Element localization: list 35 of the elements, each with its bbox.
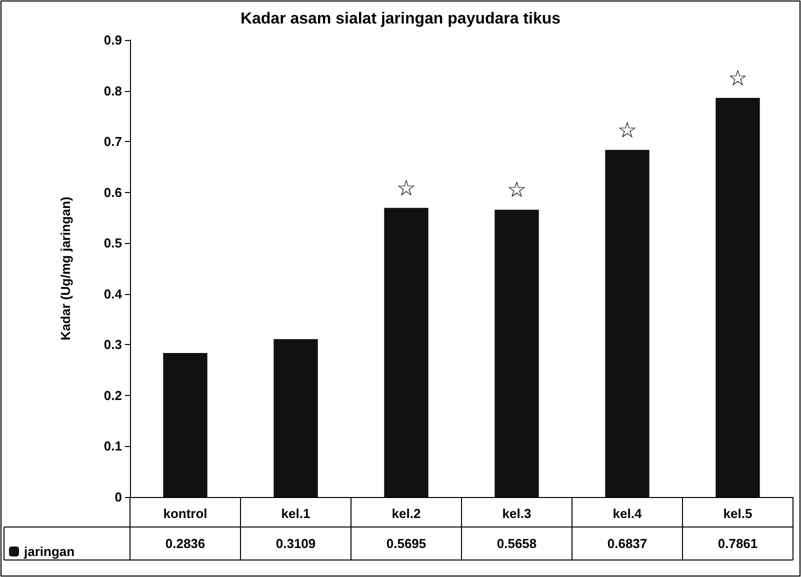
y-tick-label: 0.6 bbox=[104, 184, 122, 200]
y-tick-label: 0.5 bbox=[104, 236, 122, 251]
annotation: ☆ bbox=[506, 178, 527, 204]
annotation: ☆ bbox=[617, 118, 638, 144]
y-tick-label: 0.4 bbox=[104, 286, 123, 302]
x-tick-label: kel.5 bbox=[723, 506, 752, 521]
data-label: 0.3109 bbox=[276, 536, 316, 551]
data-label: 0.5695 bbox=[386, 536, 426, 551]
bar bbox=[605, 150, 650, 497]
y-tick-label: 0 bbox=[114, 490, 122, 504]
x-tick-label: kel.1 bbox=[281, 506, 310, 521]
y-tick-label: 0.3 bbox=[104, 337, 122, 352]
y-tick-label: 0.8 bbox=[104, 83, 122, 98]
bar bbox=[384, 208, 428, 497]
bar bbox=[716, 98, 760, 497]
annotation: ☆ bbox=[728, 66, 748, 92]
bar bbox=[494, 210, 539, 497]
data-label: 0.7861 bbox=[718, 536, 758, 551]
data-label: 0.6837 bbox=[607, 536, 648, 551]
legend-label: jaringan bbox=[23, 544, 75, 559]
y-tick-label: 0.1 bbox=[104, 438, 122, 454]
y-tick-label: 0.9 bbox=[104, 32, 122, 48]
x-tick-label: kel.2 bbox=[392, 506, 421, 521]
y-tick-label: 0.7 bbox=[104, 134, 122, 150]
y-tick-label: 0.2 bbox=[104, 388, 122, 403]
x-tick-label: kontrol bbox=[163, 506, 208, 521]
annotation: ☆ bbox=[396, 176, 416, 202]
data-label: 0.2836 bbox=[165, 536, 206, 551]
chart-title: Kadar asam sialat jaringan payudara tikus bbox=[240, 10, 561, 28]
bar bbox=[274, 339, 318, 497]
data-label: 0.5658 bbox=[496, 536, 537, 551]
y-axis-title: Kadar (Ug/mg jaringan) bbox=[58, 196, 73, 340]
bar bbox=[163, 352, 208, 497]
x-tick-label: kel.4 bbox=[612, 506, 642, 521]
x-tick-label: kel.3 bbox=[502, 506, 532, 521]
